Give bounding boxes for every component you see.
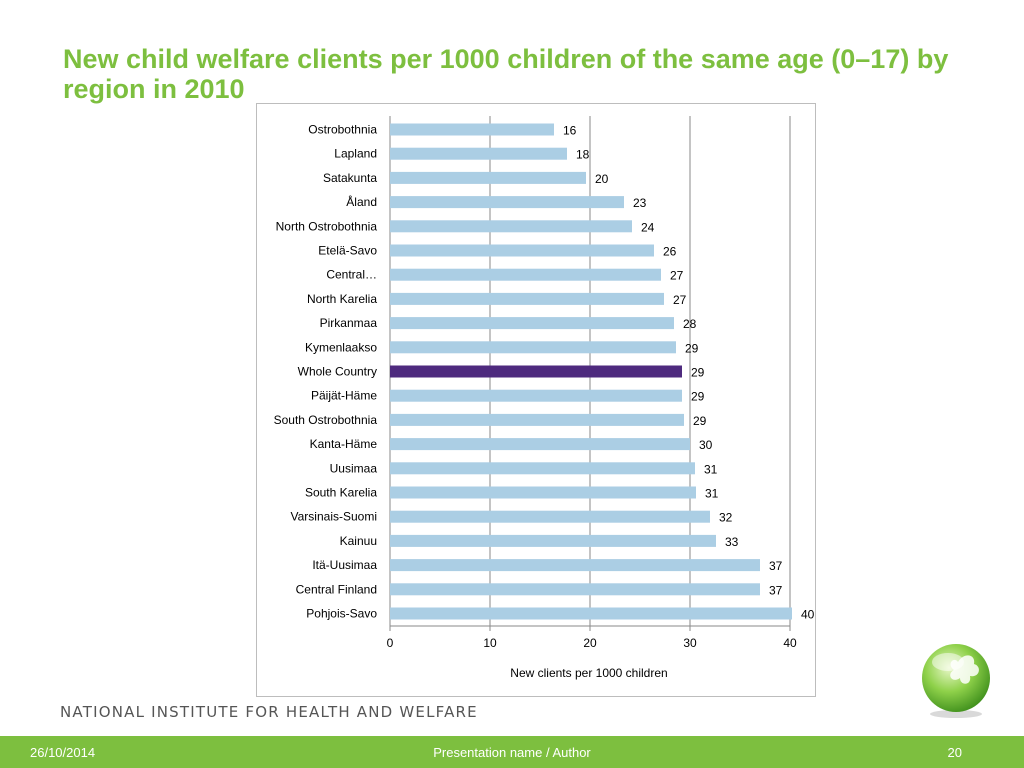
footer-page-number: 20	[947, 745, 962, 760]
bar	[390, 341, 676, 354]
category-label: Central…	[326, 268, 377, 282]
green-sphere-logo-icon	[922, 644, 990, 718]
category-label: North Karelia	[307, 292, 377, 306]
institute-name: NATIONAL INSTITUTE FOR HEALTH AND WELFAR…	[60, 703, 478, 721]
bar	[390, 534, 716, 547]
data-label: 29	[691, 390, 705, 404]
bar	[390, 583, 760, 596]
data-label: 16	[563, 124, 577, 138]
bar-highlight	[390, 365, 682, 378]
category-label: Kainuu	[340, 534, 377, 548]
category-label: Central Finland	[296, 582, 377, 596]
category-label: Varsinais-Suomi	[291, 510, 377, 524]
bar	[390, 196, 624, 209]
bar	[390, 171, 586, 184]
data-label: 28	[683, 317, 697, 331]
category-label: Itä-Uusimaa	[312, 558, 377, 572]
x-tick-label: 20	[583, 636, 597, 650]
category-label: Satakunta	[323, 171, 377, 185]
category-label: Kymenlaakso	[305, 340, 377, 354]
footer-bar: 26/10/2014 Presentation name / Author 20	[0, 736, 1024, 768]
category-label: North Ostrobothnia	[276, 219, 378, 233]
data-label: 26	[663, 245, 677, 259]
category-label: Ostrobothnia	[308, 123, 377, 137]
bar	[390, 438, 690, 451]
data-label: 31	[704, 462, 718, 476]
data-label: 40	[801, 608, 815, 622]
category-label: South Ostrobothnia	[274, 413, 378, 427]
x-tick-label: 40	[783, 636, 797, 650]
data-label: 29	[693, 414, 707, 428]
data-label: 27	[670, 269, 684, 283]
bar	[390, 607, 792, 620]
category-label: Pirkanmaa	[320, 316, 378, 330]
x-tick-label: 30	[683, 636, 697, 650]
data-label: 30	[699, 438, 713, 452]
data-label: 33	[725, 535, 739, 549]
data-label: 29	[685, 341, 699, 355]
bar	[390, 510, 710, 523]
bar-chart: 0 10 20 30 40 Ostrobothnia 16 Lapland 18 Satakunt…	[256, 103, 816, 697]
data-label: 32	[719, 511, 733, 525]
bar	[390, 220, 632, 233]
x-tick-label: 10	[483, 636, 497, 650]
bar	[390, 559, 760, 572]
bar	[390, 147, 567, 160]
bar	[390, 413, 684, 426]
bar	[390, 462, 695, 475]
data-label: 37	[769, 559, 783, 573]
category-label: Pohjois-Savo	[306, 607, 377, 621]
bar	[390, 292, 664, 305]
category-label: Uusimaa	[330, 461, 378, 475]
category-label: South Karelia	[305, 486, 377, 500]
data-label: 24	[641, 220, 655, 234]
data-label: 18	[576, 148, 590, 162]
category-label: Whole Country	[298, 365, 377, 379]
data-label: 23	[633, 196, 647, 210]
bar-chart-svg: 0 10 20 30 40 Ostrobothnia 16 Lapland 18 Satakunt…	[274, 116, 815, 680]
bar	[390, 317, 674, 330]
data-label: 29	[691, 366, 705, 380]
bar	[390, 244, 654, 257]
category-label: Etelä-Savo	[318, 244, 377, 258]
bar	[390, 123, 554, 136]
data-label: 20	[595, 172, 609, 186]
category-label: Åland	[346, 194, 377, 209]
footer-presentation-author: Presentation name / Author	[433, 745, 591, 760]
footer-date: 26/10/2014	[30, 745, 96, 760]
data-label: 27	[673, 293, 687, 307]
data-label: 37	[769, 583, 783, 597]
bar	[390, 389, 682, 402]
category-label: Kanta-Häme	[310, 437, 378, 451]
bar	[390, 486, 696, 499]
data-label: 31	[705, 487, 719, 501]
x-axis-title: New clients per 1000 children	[510, 666, 667, 680]
x-tick-label: 0	[387, 636, 394, 650]
category-label: Lapland	[334, 147, 377, 161]
slide-title: New child welfare clients per 1000 child…	[63, 44, 949, 104]
category-label: Päijät-Häme	[311, 389, 377, 403]
bar	[390, 268, 661, 281]
